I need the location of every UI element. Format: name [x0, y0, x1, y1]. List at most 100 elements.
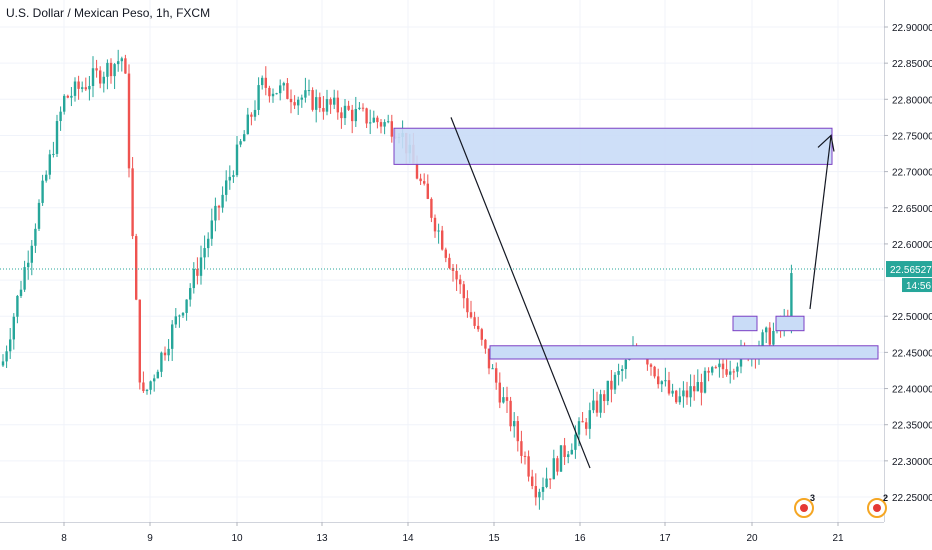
candle-body	[45, 174, 48, 181]
candle-body	[178, 315, 181, 317]
grid	[0, 0, 885, 523]
candle-body	[790, 273, 793, 321]
candle-body	[196, 268, 199, 276]
candle-body	[124, 58, 127, 74]
candle-body	[365, 108, 368, 124]
candle-body	[574, 434, 577, 450]
candle-body	[37, 202, 41, 229]
candle-body	[311, 90, 314, 110]
candle-body	[52, 153, 55, 155]
candle-body	[30, 245, 33, 263]
candle-body	[81, 87, 84, 89]
candle-body	[5, 351, 8, 362]
candle-body	[520, 441, 523, 456]
candle-body	[376, 117, 379, 123]
candle-body	[563, 445, 566, 458]
candle-body	[189, 288, 192, 300]
candle-body	[113, 64, 116, 77]
y-tick-label: 22.30000	[892, 457, 932, 468]
candle-body	[9, 339, 12, 352]
candle-body	[19, 289, 23, 296]
candle-body	[419, 178, 422, 182]
event-count: 3	[810, 493, 815, 503]
candle-body	[192, 268, 195, 289]
candle-body	[588, 410, 591, 429]
candle-body	[610, 380, 613, 390]
event-count: 2	[883, 493, 888, 503]
x-tick-label: 8	[61, 533, 67, 544]
candle-body	[423, 181, 426, 184]
candle-body	[466, 298, 469, 313]
candle-body	[246, 114, 249, 135]
x-axis[interactable]: 8 9 10 13 14 15 16 17 20 21	[61, 522, 844, 544]
candle-body	[621, 369, 624, 372]
candle-body	[289, 98, 293, 103]
projection-line	[809, 135, 832, 310]
candle-body	[91, 68, 95, 86]
x-tick-label: 14	[402, 533, 414, 544]
y-tick-label: 22.70000	[892, 168, 932, 179]
candle-body	[131, 168, 134, 237]
candle-body	[671, 390, 674, 394]
y-tick-label: 22.80000	[892, 95, 932, 106]
candle-body	[27, 262, 30, 268]
candle-body	[689, 386, 692, 398]
candle-body	[725, 369, 728, 375]
candle-body	[646, 356, 649, 365]
candle-body	[480, 329, 483, 340]
trendline	[450, 117, 591, 469]
candle-body	[214, 205, 217, 221]
x-tick-label: 13	[316, 533, 328, 544]
candle-body	[286, 83, 289, 99]
candle-body	[577, 421, 581, 435]
y-axis[interactable]: 22.90000 22.85000 22.80000 22.75000 22.70000…	[884, 23, 932, 504]
candle-body	[703, 370, 707, 393]
candle-body	[534, 486, 537, 498]
candle-body	[585, 422, 588, 429]
candle-body	[181, 312, 185, 316]
candle-body	[232, 175, 235, 177]
candle-body	[595, 400, 599, 413]
candle-body	[77, 81, 80, 89]
candle-body	[135, 236, 138, 300]
candle-body	[358, 107, 361, 109]
candle-body	[718, 363, 721, 368]
candle-body	[379, 122, 383, 127]
candle-body	[721, 363, 725, 370]
candle-body	[185, 299, 188, 313]
x-tick-label: 21	[832, 533, 844, 544]
candle-body	[203, 248, 206, 258]
candle-body	[109, 62, 113, 77]
candle-body	[63, 95, 66, 112]
candle-body	[207, 238, 210, 249]
candle-body	[372, 117, 375, 123]
candle-body	[23, 267, 26, 290]
candle-body	[667, 380, 671, 394]
candle-body	[570, 449, 573, 455]
countdown-value: 14:56	[906, 281, 931, 292]
x-tick-label: 9	[147, 533, 153, 544]
candle-body	[369, 122, 372, 124]
y-tick-label: 22.25000	[892, 493, 932, 504]
candle-body	[696, 382, 699, 392]
x-tick-label: 10	[231, 533, 243, 544]
candle-body	[210, 220, 213, 239]
x-tick-label: 20	[746, 533, 758, 544]
candle-body	[174, 316, 177, 325]
candle-body	[433, 217, 437, 232]
candle-body	[545, 478, 548, 488]
y-tick-label: 22.90000	[892, 23, 932, 34]
candle-body	[495, 368, 498, 383]
candle-body	[297, 99, 300, 106]
candle-body	[329, 99, 332, 105]
candle-body	[34, 228, 37, 246]
candle-body	[711, 367, 714, 373]
candle-body	[117, 61, 120, 65]
candle-body	[16, 295, 19, 317]
candle-body	[163, 352, 167, 356]
candle-body	[293, 102, 296, 106]
resistance-zone	[393, 127, 833, 165]
candle-body	[768, 327, 771, 345]
